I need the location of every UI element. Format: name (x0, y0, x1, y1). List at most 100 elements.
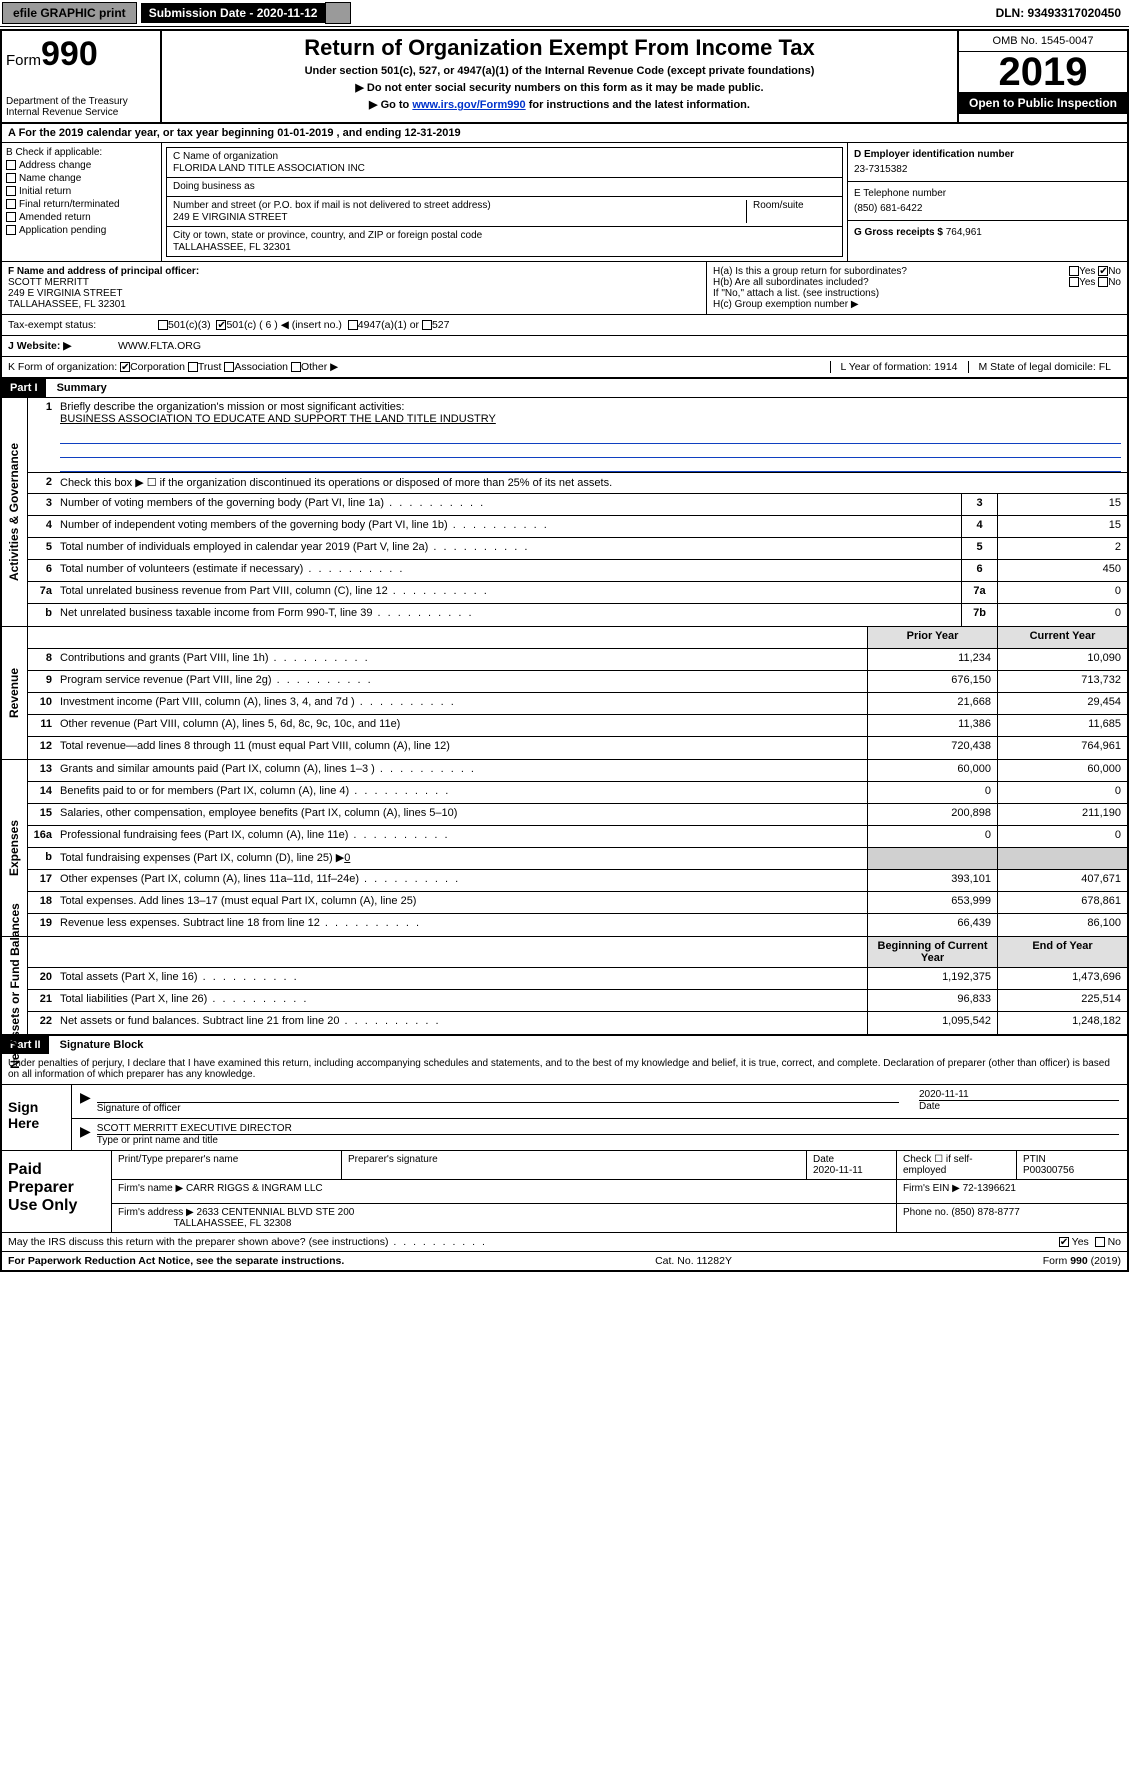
part2-title: Signature Block (52, 1039, 144, 1051)
l7ab: 7a (961, 582, 997, 603)
type-name-label: Type or print name and title (97, 1135, 1119, 1146)
form-title: Return of Organization Exempt From Incom… (170, 35, 949, 61)
chk-527[interactable] (422, 320, 432, 330)
l22c: 1,248,182 (997, 1012, 1127, 1034)
sig-date: 2020-11-11 (919, 1089, 1119, 1101)
l6v: 450 (997, 560, 1127, 581)
firm-addr2: TALLAHASSEE, FL 32308 (174, 1218, 292, 1229)
l18c: 678,861 (997, 892, 1127, 913)
irs-link[interactable]: www.irs.gov/Form990 (412, 99, 525, 111)
chk-4947[interactable] (348, 320, 358, 330)
officer-name: SCOTT MERRITT (8, 277, 700, 288)
top-toolbar: efile GRAPHIC print Submission Date - 20… (0, 0, 1129, 27)
head-end: End of Year (997, 937, 1127, 967)
header-right: OMB No. 1545-0047 2019 Open to Public In… (957, 31, 1127, 122)
l15d: Salaries, other compensation, employee b… (56, 804, 867, 825)
l20d: Total assets (Part X, line 16) (56, 968, 867, 989)
discuss-yes[interactable] (1059, 1237, 1069, 1247)
opt-name: Name change (19, 173, 81, 184)
chk-assoc[interactable] (224, 362, 234, 372)
header-middle: Return of Organization Exempt From Incom… (162, 31, 957, 122)
l22p: 1,095,542 (867, 1012, 997, 1034)
website-value: WWW.FLTA.ORG (118, 340, 201, 352)
cat-no: Cat. No. 11282Y (655, 1255, 732, 1267)
subtitle-1: Under section 501(c), 527, or 4947(a)(1)… (170, 65, 949, 77)
prep-phone: (850) 878-8777 (951, 1207, 1019, 1218)
street-label: Number and street (or P.O. box if mail i… (173, 200, 746, 211)
chk-amended[interactable] (6, 212, 16, 222)
l14p: 0 (867, 782, 997, 803)
ein-label: D Employer identification number (854, 149, 1121, 160)
l16ad: Professional fundraising fees (Part IX, … (56, 826, 867, 847)
l12d: Total revenue—add lines 8 through 11 (mu… (56, 737, 867, 759)
ha-no[interactable] (1098, 266, 1108, 276)
chk-initial[interactable] (6, 186, 16, 196)
efile-print-button[interactable]: efile GRAPHIC print (2, 2, 137, 24)
l7bv: 0 (997, 604, 1127, 626)
head-beg: Beginning of Current Year (867, 937, 997, 967)
head-prior: Prior Year (867, 627, 997, 648)
l22d: Net assets or fund balances. Subtract li… (56, 1012, 867, 1034)
form-word: Form (6, 52, 41, 69)
chk-corp[interactable] (120, 362, 130, 372)
hb-yes[interactable] (1069, 277, 1079, 287)
l16b-gray2 (997, 848, 1127, 869)
paid-label: Paid Preparer Use Only (2, 1151, 112, 1232)
l4d: Number of independent voting members of … (56, 516, 961, 537)
l16ac: 0 (997, 826, 1127, 847)
l21c: 225,514 (997, 990, 1127, 1011)
submission-date-box (325, 2, 350, 24)
tax-status-row: Tax-exempt status: 501(c)(3) 501(c) ( 6 … (2, 314, 1127, 335)
chk-final[interactable] (6, 199, 16, 209)
ha-yes[interactable] (1069, 266, 1079, 276)
chk-trust[interactable] (188, 362, 198, 372)
l21p: 96,833 (867, 990, 997, 1011)
chk-501c3[interactable] (158, 320, 168, 330)
section-fh: F Name and address of principal officer:… (2, 261, 1127, 314)
part1-title: Summary (49, 382, 107, 394)
sig-officer-label: Signature of officer (97, 1103, 899, 1114)
lbl-527: 527 (432, 319, 450, 331)
opt-amended: Amended return (19, 212, 91, 223)
l19d: Revenue less expenses. Subtract line 18 … (56, 914, 867, 936)
discuss-no[interactable] (1095, 1237, 1105, 1247)
firm-ein-label: Firm's EIN ▶ (903, 1183, 960, 1194)
chk-501c[interactable] (216, 320, 226, 330)
paid-preparer-row: Paid Preparer Use Only Print/Type prepar… (2, 1150, 1127, 1232)
ha-yes-lbl: Yes (1079, 266, 1095, 277)
n2: 2 (28, 473, 56, 493)
hb-no[interactable] (1098, 277, 1108, 287)
revenue-block: Revenue Prior YearCurrent Year 8Contribu… (2, 626, 1127, 759)
l4b: 4 (961, 516, 997, 537)
goto-post: for instructions and the latest informat… (526, 99, 750, 111)
firm-addr1: 2633 CENTENNIAL BLVD STE 200 (197, 1207, 355, 1218)
side-governance: Activities & Governance (2, 398, 28, 626)
lbl-501c: 501(c) ( 6 ) ◀ (insert no.) (226, 319, 341, 331)
l8d: Contributions and grants (Part VIII, lin… (56, 649, 867, 670)
org-name: FLORIDA LAND TITLE ASSOCIATION INC (173, 163, 836, 174)
chk-other[interactable] (291, 362, 301, 372)
form-ref: Form 990 (2019) (1043, 1255, 1121, 1267)
l16ap: 0 (867, 826, 997, 847)
chk-pending[interactable] (6, 225, 16, 235)
l13c: 60,000 (997, 760, 1127, 781)
dept-treasury: Department of the Treasury (6, 96, 156, 107)
open-public-badge: Open to Public Inspection (959, 92, 1127, 114)
l16bv: 0 (344, 852, 350, 864)
chk-address[interactable] (6, 160, 16, 170)
l18p: 653,999 (867, 892, 997, 913)
side-net: Net Assets or Fund Balances (2, 937, 28, 1034)
subtitle-2: ▶ Do not enter social security numbers o… (170, 81, 949, 94)
chk-name[interactable] (6, 173, 16, 183)
m-label: M State of legal domicile: (979, 361, 1096, 373)
l6d: Total number of volunteers (estimate if … (56, 560, 961, 581)
l17c: 407,671 (997, 870, 1127, 891)
officer-street: 249 E VIRGINIA STREET (8, 288, 700, 299)
l7av: 0 (997, 582, 1127, 603)
l11d: Other revenue (Part VIII, column (A), li… (56, 715, 867, 736)
l15c: 211,190 (997, 804, 1127, 825)
box-defg: D Employer identification number 23-7315… (847, 143, 1127, 261)
taxstatus-label: Tax-exempt status: (8, 319, 158, 331)
prep-sig-head: Preparer's signature (342, 1151, 807, 1179)
box-b-label: B Check if applicable: (6, 147, 157, 158)
